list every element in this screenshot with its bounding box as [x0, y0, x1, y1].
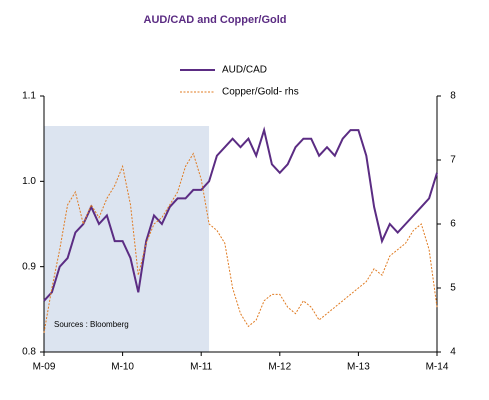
y2-tick-label: 4 [450, 347, 456, 358]
chart-title: AUD/CAD and Copper/Gold [144, 14, 287, 26]
series-line [43, 152, 438, 333]
x-tick-label: M-13 [347, 362, 370, 373]
series-line [43, 126, 438, 302]
x-tick-label: M-14 [426, 362, 449, 373]
y2-tick-label: 7 [450, 155, 456, 166]
y-tick-label: 1.0 [22, 176, 36, 187]
x-tick-label: M-09 [33, 362, 56, 373]
y-tick-label: 0.8 [22, 347, 36, 358]
y2-tick-label: 5 [450, 283, 456, 294]
annotation: Sources : Bloomberg [54, 320, 129, 329]
y2-tick-label: 8 [450, 91, 456, 102]
x-tick-label: M-11 [190, 362, 212, 373]
legend-label: AUD/CAD [222, 65, 267, 76]
y2-tick-label: 6 [450, 219, 456, 230]
x-tick-label: M-12 [268, 362, 291, 373]
legend-label: Copper/Gold- rhs [222, 87, 299, 98]
shaded-region [44, 126, 210, 352]
x-tick-label: M-10 [111, 362, 134, 373]
y-tick-label: 0.9 [22, 261, 36, 272]
y-tick-label: 1.1 [22, 91, 36, 102]
